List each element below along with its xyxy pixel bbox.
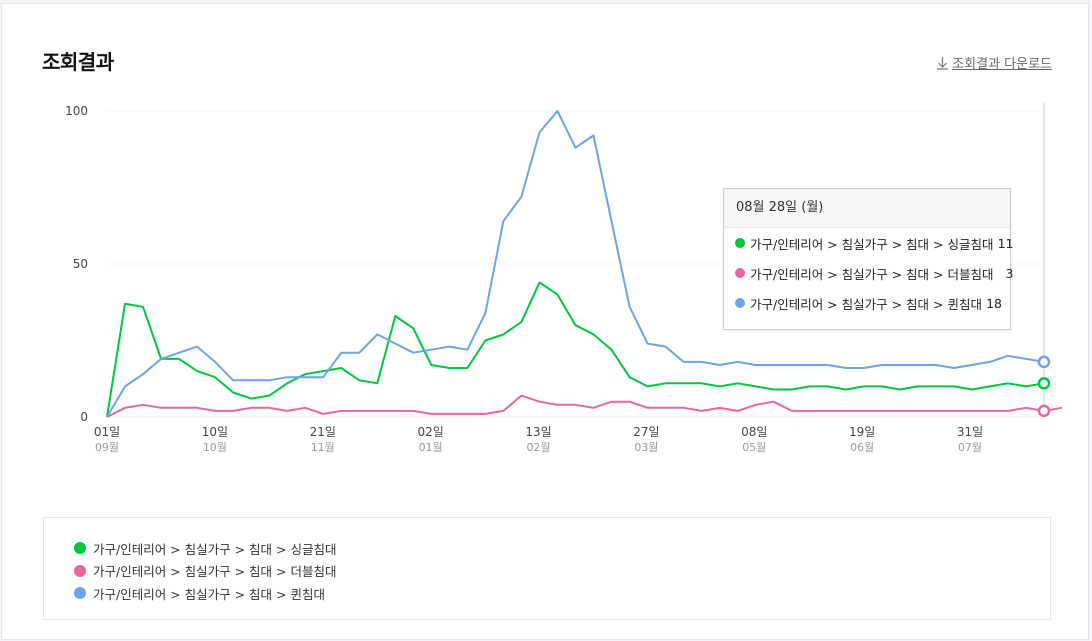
y-tick-label: 0 — [80, 410, 88, 424]
legend-item-single-bed[interactable]: 가구/인테리어 > 침실가구 > 침대 > 싱글침대 — [44, 537, 1050, 560]
x-tick-month-label: 07월 — [958, 441, 982, 454]
x-tick-month-label: 02월 — [526, 441, 550, 454]
x-tick-day-label: 13일 — [525, 425, 551, 439]
tooltip-row-single-bed: 가구/인테리어 > 침실가구 > 침대 > 싱글침대 11 — [724, 228, 1014, 258]
legend-dot-icon — [74, 542, 86, 555]
x-tick-day-label: 02일 — [417, 425, 443, 439]
download-results-button[interactable]: 조회결과 다운로드 — [936, 53, 1052, 72]
x-tick-day-label: 27일 — [633, 425, 659, 439]
x-tick-month-label: 09월 — [95, 441, 119, 454]
tooltip-value: 11 — [997, 235, 1014, 251]
download-icon — [936, 56, 949, 70]
download-label: 조회결과 다운로드 — [952, 57, 1052, 72]
legend-dot-icon — [74, 564, 86, 577]
legend-label: 가구/인테리어 > 침실가구 > 침대 > 더블침대 — [93, 564, 337, 580]
legend-item-queen-bed[interactable]: 가구/인테리어 > 침실가구 > 침대 > 퀸침대 — [44, 582, 1050, 605]
series-line-double-bed — [106, 394, 1063, 418]
hover-point-marker — [1037, 377, 1051, 390]
page-title: 조회결과 — [42, 50, 114, 74]
y-tick-label: 100 — [65, 104, 88, 118]
legend-label: 가구/인테리어 > 침실가구 > 침대 > 퀸침대 — [93, 586, 325, 602]
tooltip-date: 08월 28일 (월) — [724, 189, 1010, 228]
x-tick-day-label: 19일 — [849, 425, 875, 439]
x-tick-month-label: 11월 — [311, 441, 335, 454]
x-tick-month-label: 10월 — [203, 441, 227, 454]
tooltip-value: 18 — [986, 295, 1002, 311]
x-tick-day-label: 08일 — [741, 425, 767, 439]
x-tick-month-label: 03월 — [634, 441, 658, 454]
y-tick-label: 50 — [73, 257, 88, 271]
tooltip-label: 가구/인테리어 > 침실가구 > 침대 > 싱글침대 — [750, 236, 994, 252]
x-tick-month-label: 06월 — [850, 441, 874, 454]
series-dot-icon — [735, 238, 745, 248]
hover-point-marker — [1037, 355, 1051, 369]
x-tick-day-label: 10일 — [202, 425, 228, 439]
tooltip-row-queen-bed: 가구/인테리어 > 침실가구 > 침대 > 퀸침대 18 — [724, 288, 1010, 318]
tooltip-label: 가구/인테리어 > 침실가구 > 침대 > 퀸침대 — [750, 296, 982, 312]
series-dot-icon — [735, 268, 745, 278]
chart-legend: 가구/인테리어 > 침실가구 > 침대 > 싱글침대 가구/인테리어 > 침실가… — [43, 517, 1051, 620]
tooltip-value: 3 — [1005, 265, 1014, 281]
x-tick-day-label: 31일 — [957, 425, 983, 439]
legend-item-double-bed[interactable]: 가구/인테리어 > 침실가구 > 침대 > 더블침대 — [44, 560, 1050, 583]
x-tick-day-label: 21일 — [310, 425, 336, 439]
series-line-queen-bed — [106, 110, 1045, 418]
legend-dot-icon — [74, 587, 86, 600]
legend-label: 가구/인테리어 > 침실가구 > 침대 > 싱글침대 — [93, 541, 337, 557]
chart-tooltip: 08월 28일 (월) 가구/인테리어 > 침실가구 > 침대 > 싱글침대 1… — [723, 188, 1014, 330]
x-tick-day-label: 01일 — [94, 425, 120, 439]
x-tick-month-label: 05월 — [742, 441, 766, 454]
tooltip-label: 가구/인테리어 > 침실가구 > 침대 > 더블침대 — [750, 266, 994, 282]
series-dot-icon — [735, 298, 745, 308]
x-tick-month-label: 01월 — [419, 441, 443, 454]
series-line-single-bed — [106, 281, 1045, 418]
tooltip-row-double-bed: 가구/인테리어 > 침실가구 > 침대 > 더블침대 3 — [724, 258, 1014, 288]
hover-point-marker — [1037, 404, 1051, 418]
